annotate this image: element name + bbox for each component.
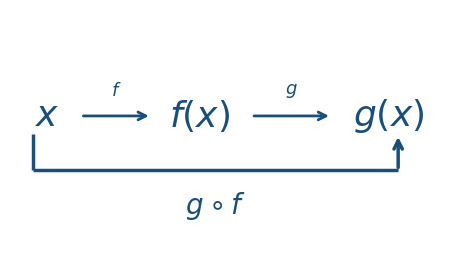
Text: $f(x)$: $f(x)$ — [169, 98, 229, 134]
Text: $x$: $x$ — [35, 99, 60, 133]
Text: $g(x)$: $g(x)$ — [353, 97, 424, 135]
Text: Composition of Functions: Composition of Functions — [68, 18, 406, 42]
Text: $f$: $f$ — [111, 82, 121, 100]
Text: $g \circ f$: $g \circ f$ — [185, 190, 246, 222]
Text: alamy: alamy — [28, 248, 71, 261]
Text: $g$: $g$ — [285, 82, 298, 100]
